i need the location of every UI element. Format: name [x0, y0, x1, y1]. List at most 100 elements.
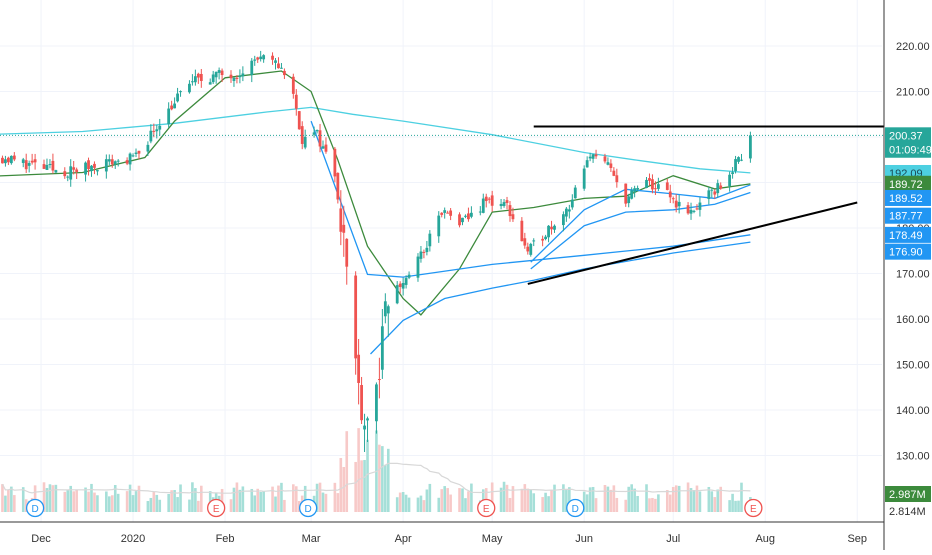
volume-badge — [885, 486, 931, 502]
candle-body — [692, 210, 696, 212]
candle-body — [671, 198, 675, 200]
volume-bar — [339, 458, 343, 512]
candle-body — [4, 159, 7, 164]
candle-body — [440, 212, 444, 215]
candle-body — [51, 160, 55, 171]
candle-body — [716, 183, 720, 194]
volume-bar — [398, 492, 402, 512]
volume-bar — [384, 464, 387, 512]
event-marker-label: D — [305, 504, 312, 515]
candle-body — [698, 202, 702, 210]
candle-body — [33, 159, 37, 163]
price-badge — [885, 175, 931, 192]
candle-body — [395, 285, 399, 304]
volume-bar — [648, 498, 651, 512]
volume-bar — [547, 496, 550, 512]
volume-bar — [256, 488, 260, 512]
price-badge — [885, 141, 931, 158]
volume-bar — [45, 488, 49, 512]
candle-body — [380, 326, 384, 370]
candle-body — [259, 56, 263, 60]
candle-body — [529, 243, 533, 255]
candle-body — [603, 156, 607, 162]
candle-body — [342, 224, 346, 233]
candle-body — [695, 208, 699, 210]
event-marker-label: E — [213, 504, 220, 515]
volume-bar — [627, 486, 631, 512]
candle-body — [665, 182, 669, 190]
candle-body — [487, 198, 491, 200]
event-marker[interactable] — [566, 498, 585, 518]
volume-bar — [191, 482, 194, 512]
candle-body — [113, 161, 117, 165]
moving-average-line — [530, 184, 751, 263]
volume-bar — [158, 499, 162, 512]
y-tick-label: 210.00 — [896, 87, 930, 99]
volume-bar — [692, 490, 696, 512]
volume-bar — [280, 482, 283, 512]
candle-body — [689, 209, 693, 214]
volume-bar — [728, 500, 731, 512]
price-badge — [885, 207, 931, 224]
candle-body — [345, 238, 349, 267]
volume-bar — [553, 484, 556, 512]
x-tick-label: May — [482, 533, 503, 545]
candle-body — [149, 130, 153, 142]
volume-bar — [155, 494, 159, 512]
volume-bar — [464, 498, 467, 512]
x-tick-label: Aug — [755, 533, 775, 545]
volume-bar — [197, 500, 200, 512]
candle-body — [470, 212, 473, 217]
candle-body — [134, 152, 138, 154]
candle-body — [137, 150, 141, 154]
candle-body — [128, 153, 132, 165]
y-tick-label: 170.00 — [896, 269, 930, 281]
candle-body — [645, 179, 648, 188]
y-tick-label: 140.00 — [896, 405, 930, 417]
volume-bar — [665, 490, 669, 512]
event-marker[interactable] — [477, 498, 496, 518]
volume-bar — [137, 485, 141, 512]
volume-bar — [677, 485, 681, 512]
candle-body — [152, 130, 156, 132]
volume-bar — [422, 500, 426, 512]
candle-body — [740, 159, 743, 161]
volume-bar — [612, 485, 616, 512]
candle-body — [544, 236, 547, 240]
candle-body — [158, 125, 162, 130]
volume-bar — [440, 489, 444, 512]
volume-bar — [636, 495, 639, 512]
volume-bar — [568, 487, 571, 512]
candle-body — [217, 70, 221, 73]
candle-body — [90, 165, 93, 172]
candle-body — [87, 160, 90, 170]
volume-bar — [253, 495, 257, 512]
candle-body — [176, 93, 179, 102]
candle-body — [63, 171, 67, 177]
event-marker[interactable] — [744, 498, 763, 518]
volume-bar — [594, 498, 598, 512]
candle-body — [523, 238, 527, 246]
volume-bar — [241, 486, 245, 512]
candle-body — [437, 215, 441, 237]
trend-line-support[interactable] — [527, 201, 858, 285]
candle-body — [42, 164, 46, 169]
event-marker[interactable] — [207, 498, 226, 518]
volume-bar — [303, 485, 307, 512]
candle-body — [508, 205, 512, 217]
volume-bar — [149, 497, 153, 512]
volume-bar — [128, 484, 132, 512]
candle-body — [478, 211, 482, 213]
volume-bar — [443, 486, 446, 512]
y-tick-label: 130.00 — [896, 451, 930, 463]
volume-bar — [737, 500, 740, 512]
candle-body — [710, 189, 714, 191]
volume-bar — [740, 482, 743, 512]
volume-badge — [885, 503, 931, 519]
event-marker[interactable] — [25, 498, 45, 518]
event-marker-label: D — [572, 504, 579, 515]
candle-body — [449, 210, 453, 216]
candle-body — [27, 163, 31, 166]
event-marker[interactable] — [299, 498, 318, 518]
